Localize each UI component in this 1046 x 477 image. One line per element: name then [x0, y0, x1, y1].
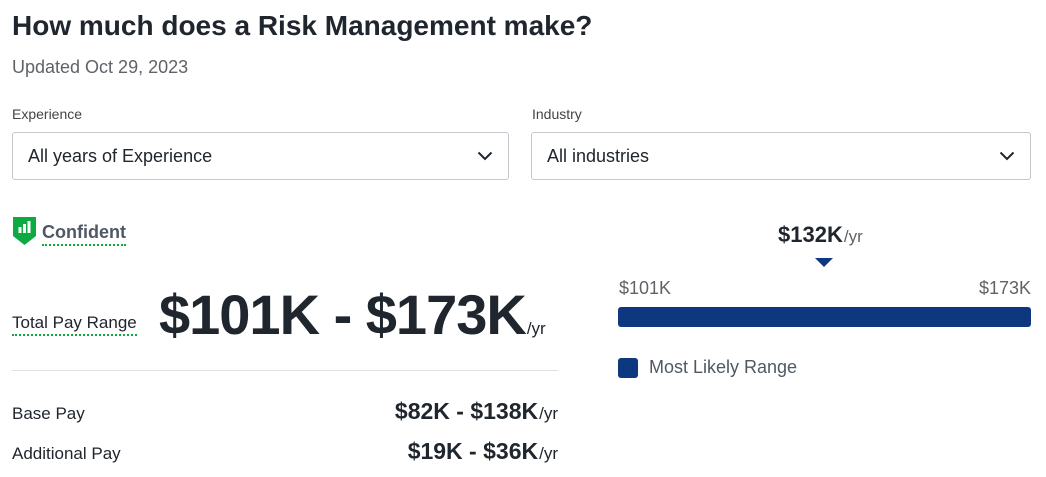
- confidence-shield-icon: [12, 216, 37, 246]
- base-pay-unit: /yr: [539, 404, 558, 423]
- additional-pay-unit: /yr: [539, 444, 558, 463]
- chevron-down-icon: [998, 147, 1016, 165]
- median-pay-value: $132K: [778, 222, 843, 247]
- legend-label: Most Likely Range: [649, 357, 798, 377]
- median-marker-icon: [815, 258, 833, 267]
- base-pay-label: Base Pay: [12, 404, 85, 423]
- experience-select[interactable]: All years of Experience: [12, 132, 509, 180]
- range-legend: Most Likely Range: [618, 357, 797, 378]
- additional-pay-value: $19K - $36K: [407, 438, 539, 464]
- experience-select-value: All years of Experience: [28, 145, 213, 166]
- divider: [12, 370, 558, 371]
- total-pay-value: $101K - $173K: [159, 283, 527, 346]
- experience-filter-label: Experience: [12, 106, 83, 122]
- range-max-label: $173K: [978, 278, 1031, 298]
- most-likely-range-bar: [618, 307, 1031, 327]
- page-title: How much does a Risk Management make?: [12, 10, 593, 41]
- range-min-label: $101K: [619, 278, 672, 298]
- additional-pay-label: Additional Pay: [12, 444, 121, 463]
- confidence-label: Confident: [42, 222, 126, 246]
- updated-date: Updated Oct 29, 2023: [12, 57, 189, 77]
- base-pay-value: $82K - $138K: [394, 398, 539, 424]
- legend-swatch: [618, 357, 638, 378]
- median-pay: $132K /yr: [778, 222, 863, 248]
- industry-select-value: All industries: [547, 145, 650, 166]
- industry-filter-label: Industry: [532, 106, 582, 122]
- additional-pay-row: Additional Pay $19K - $36K /yr: [12, 438, 558, 465]
- total-pay-label[interactable]: Total Pay Range: [12, 313, 137, 336]
- total-pay-range: $101K - $173K /yr: [159, 282, 546, 347]
- median-pay-unit: /yr: [843, 227, 863, 246]
- chevron-down-icon: [476, 147, 494, 165]
- base-pay-row: Base Pay $82K - $138K /yr: [12, 398, 558, 425]
- total-pay-unit: /yr: [526, 319, 546, 338]
- confidence-indicator[interactable]: Confident: [12, 216, 126, 246]
- industry-select[interactable]: All industries: [531, 132, 1031, 180]
